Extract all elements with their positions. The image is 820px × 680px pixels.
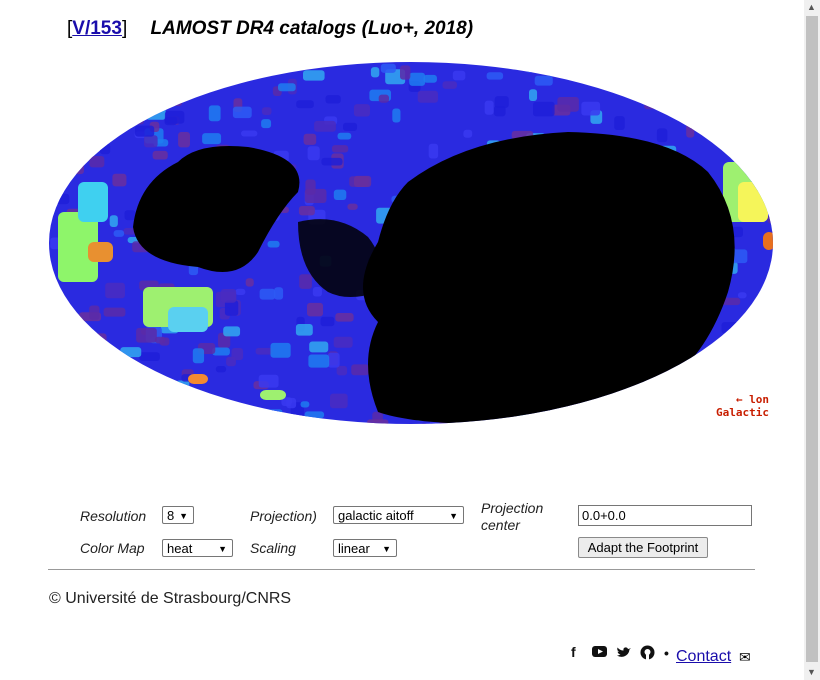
vertical-scrollbar[interactable]: ▲ ▼ [804,0,820,680]
youtube-icon[interactable] [592,646,608,658]
galactic-longitude-label: ← lon Galactic [716,393,769,419]
copyright: © Université de Strasbourg/CNRS [49,590,292,607]
scroll-up-icon[interactable]: ▲ [807,2,816,12]
projection-center-input[interactable]: 0.0+0.0 [578,505,752,526]
chevron-down-icon: ▼ [449,511,458,521]
scroll-down-icon[interactable]: ▼ [807,667,816,677]
page-title: [V/153] LAMOST DR4 catalogs (Luo+, 2018) [67,18,474,39]
sky-footprint-map[interactable] [48,62,778,428]
catalog-link[interactable]: V/153 [72,18,122,39]
catalog-title: LAMOST DR4 catalogs (Luo+, 2018) [150,18,474,39]
colormap-label: Color Map [80,540,145,556]
projection-label: Projection) [250,508,317,524]
resolution-label: Resolution [80,508,147,524]
chevron-down-icon: ▼ [179,511,188,521]
facebook-icon[interactable]: f [571,644,576,660]
scaling-label: Scaling [250,540,296,556]
chevron-down-icon: ▼ [382,544,391,554]
scaling-select[interactable]: linear ▼ [333,539,397,557]
scrollbar-thumb[interactable] [806,16,818,662]
colormap-select[interactable]: heat ▼ [162,539,233,557]
chevron-down-icon: ▼ [218,544,227,554]
contact-link[interactable]: Contact [676,648,732,665]
resolution-select[interactable]: 8 ▼ [162,506,194,524]
divider [48,569,755,570]
projection-center-label: Projection center [481,500,544,533]
projection-select[interactable]: galactic aitoff ▼ [333,506,464,524]
mail-icon[interactable]: ✉ [739,649,751,665]
github-icon[interactable] [640,645,655,660]
twitter-icon[interactable] [616,646,632,659]
adapt-footprint-button[interactable]: Adapt the Footprint [578,537,708,558]
separator-dot: • [664,645,669,661]
